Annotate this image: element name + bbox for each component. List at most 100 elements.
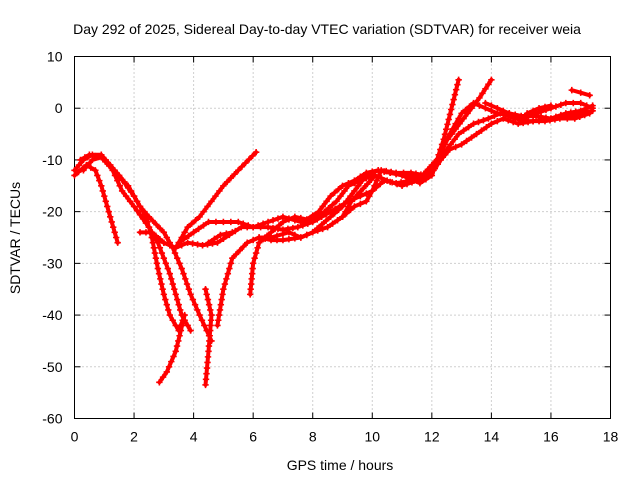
data-point bbox=[557, 101, 565, 108]
data-point bbox=[568, 86, 575, 94]
y-tick-label: 10 bbox=[47, 49, 63, 65]
data-point bbox=[480, 117, 487, 124]
data-point bbox=[303, 231, 310, 239]
data-point bbox=[142, 229, 150, 236]
data-point bbox=[279, 218, 287, 226]
data-point bbox=[238, 163, 246, 170]
data-point bbox=[447, 141, 454, 148]
x-tick-label: 4 bbox=[190, 429, 198, 445]
data-point bbox=[212, 192, 219, 200]
data-point bbox=[110, 223, 117, 231]
data-point bbox=[251, 254, 258, 262]
data-point bbox=[99, 187, 106, 195]
data-point bbox=[159, 286, 166, 293]
data-point bbox=[199, 242, 206, 249]
data-point bbox=[165, 306, 172, 314]
data-point bbox=[329, 220, 336, 227]
data-point bbox=[339, 203, 346, 210]
series-track-6 bbox=[148, 148, 260, 252]
data-point bbox=[170, 353, 177, 360]
data-point bbox=[162, 260, 170, 267]
data-point bbox=[177, 306, 184, 314]
data-point bbox=[226, 265, 233, 272]
data-point bbox=[488, 102, 495, 109]
data-point bbox=[359, 177, 366, 184]
data-point bbox=[322, 211, 330, 218]
data-point bbox=[229, 254, 236, 262]
data-point bbox=[223, 275, 230, 283]
data-point bbox=[80, 167, 87, 174]
data-point bbox=[267, 229, 275, 236]
data-point bbox=[172, 291, 179, 298]
data-point bbox=[375, 167, 382, 174]
data-point bbox=[158, 249, 166, 257]
data-point bbox=[166, 311, 173, 319]
y-tick-label: -30 bbox=[42, 255, 62, 271]
data-point bbox=[208, 198, 215, 205]
data-point bbox=[200, 208, 207, 215]
data-point bbox=[408, 179, 416, 186]
data-point bbox=[227, 174, 235, 182]
data-point bbox=[229, 229, 236, 236]
data-point bbox=[552, 113, 560, 121]
data-point bbox=[165, 363, 173, 370]
data-point bbox=[309, 229, 316, 236]
data-point bbox=[388, 179, 396, 186]
data-point bbox=[285, 236, 293, 243]
data-point bbox=[163, 301, 171, 308]
data-point bbox=[174, 296, 181, 303]
data-point bbox=[108, 218, 115, 226]
data-point bbox=[156, 244, 164, 252]
data-point bbox=[249, 260, 257, 267]
data-point bbox=[581, 111, 588, 119]
data-point bbox=[331, 189, 338, 196]
data-point bbox=[189, 296, 197, 303]
data-point bbox=[216, 187, 223, 195]
data-point bbox=[562, 99, 570, 107]
series-track-12 bbox=[255, 76, 495, 244]
data-point bbox=[160, 229, 168, 236]
data-point bbox=[144, 218, 151, 226]
data-point bbox=[264, 223, 272, 231]
data-point bbox=[149, 217, 156, 224]
data-point bbox=[245, 222, 252, 229]
data-point bbox=[203, 291, 210, 298]
data-point bbox=[184, 223, 191, 231]
data-point bbox=[357, 200, 364, 208]
data-point bbox=[529, 117, 537, 125]
series-line bbox=[72, 152, 193, 333]
data-point bbox=[271, 225, 279, 233]
data-point bbox=[98, 182, 105, 189]
data-point bbox=[562, 110, 570, 117]
data-point bbox=[273, 236, 281, 244]
data-point bbox=[363, 169, 370, 177]
data-point bbox=[169, 280, 176, 288]
data-point bbox=[318, 221, 325, 228]
data-point bbox=[160, 254, 168, 262]
data-point bbox=[448, 130, 455, 138]
data-point bbox=[440, 141, 447, 148]
data-point bbox=[189, 240, 196, 247]
y-tick-label: -40 bbox=[42, 307, 62, 323]
data-point bbox=[254, 244, 261, 252]
data-point bbox=[547, 115, 555, 122]
data-point bbox=[235, 167, 242, 174]
data-point bbox=[398, 182, 406, 189]
data-point bbox=[114, 177, 121, 184]
data-point bbox=[479, 90, 486, 97]
data-point bbox=[341, 187, 348, 195]
data-point bbox=[127, 188, 135, 196]
data-point bbox=[383, 177, 391, 184]
data-point bbox=[368, 176, 375, 183]
data-point bbox=[115, 172, 123, 179]
data-point bbox=[130, 203, 138, 210]
data-point bbox=[488, 120, 495, 127]
data-point bbox=[104, 203, 111, 210]
data-point bbox=[214, 239, 221, 246]
data-point bbox=[552, 103, 560, 110]
data-point bbox=[431, 165, 439, 172]
data-point bbox=[519, 119, 527, 127]
data-point bbox=[172, 244, 179, 252]
data-point bbox=[345, 180, 352, 187]
data-point bbox=[449, 101, 456, 108]
